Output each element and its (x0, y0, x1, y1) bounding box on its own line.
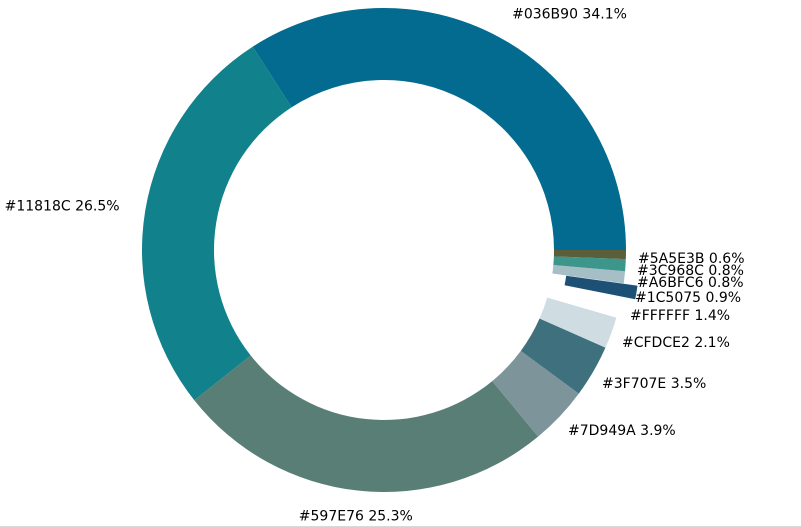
donut-slice-597e76 (194, 355, 539, 492)
donut-slice-11818c (142, 46, 292, 401)
slice-label-5a5e3b: #5A5E3B 0.6% (638, 251, 745, 267)
donut-slice-036b90 (252, 8, 626, 251)
slice-label-ffffff: #FFFFFF 1.4% (630, 308, 730, 324)
donut-slice-a6bfc6 (552, 264, 626, 284)
slice-label-597e76: #597E76 25.3% (299, 509, 413, 525)
donut-slice-3f707e (520, 318, 606, 394)
slice-label-3f707e: #3F707E 3.5% (602, 376, 706, 392)
slice-label-7d949a: #7D949A 3.9% (568, 423, 676, 439)
donut-slice-cfdce2 (539, 297, 617, 348)
slice-label-1c5075: #1C5075 0.9% (635, 290, 741, 306)
slice-label-a6bfc6: #A6BFC6 0.8% (637, 275, 744, 291)
donut-slice-ffffff (547, 282, 622, 318)
donut-slice-1c5075 (564, 275, 638, 300)
slice-label-11818c: #11818C 26.5% (5, 198, 120, 214)
slice-label-cfdce2: #CFDCE2 2.1% (622, 335, 730, 351)
slice-label-3c968c: #3C968C 0.8% (637, 263, 744, 279)
donut-slice-5a5e3b (553, 250, 626, 260)
donut-slice-3c968c (553, 256, 626, 272)
slice-label-036b90: #036B90 34.1% (512, 7, 627, 23)
donut-slice-7d949a (492, 350, 579, 437)
